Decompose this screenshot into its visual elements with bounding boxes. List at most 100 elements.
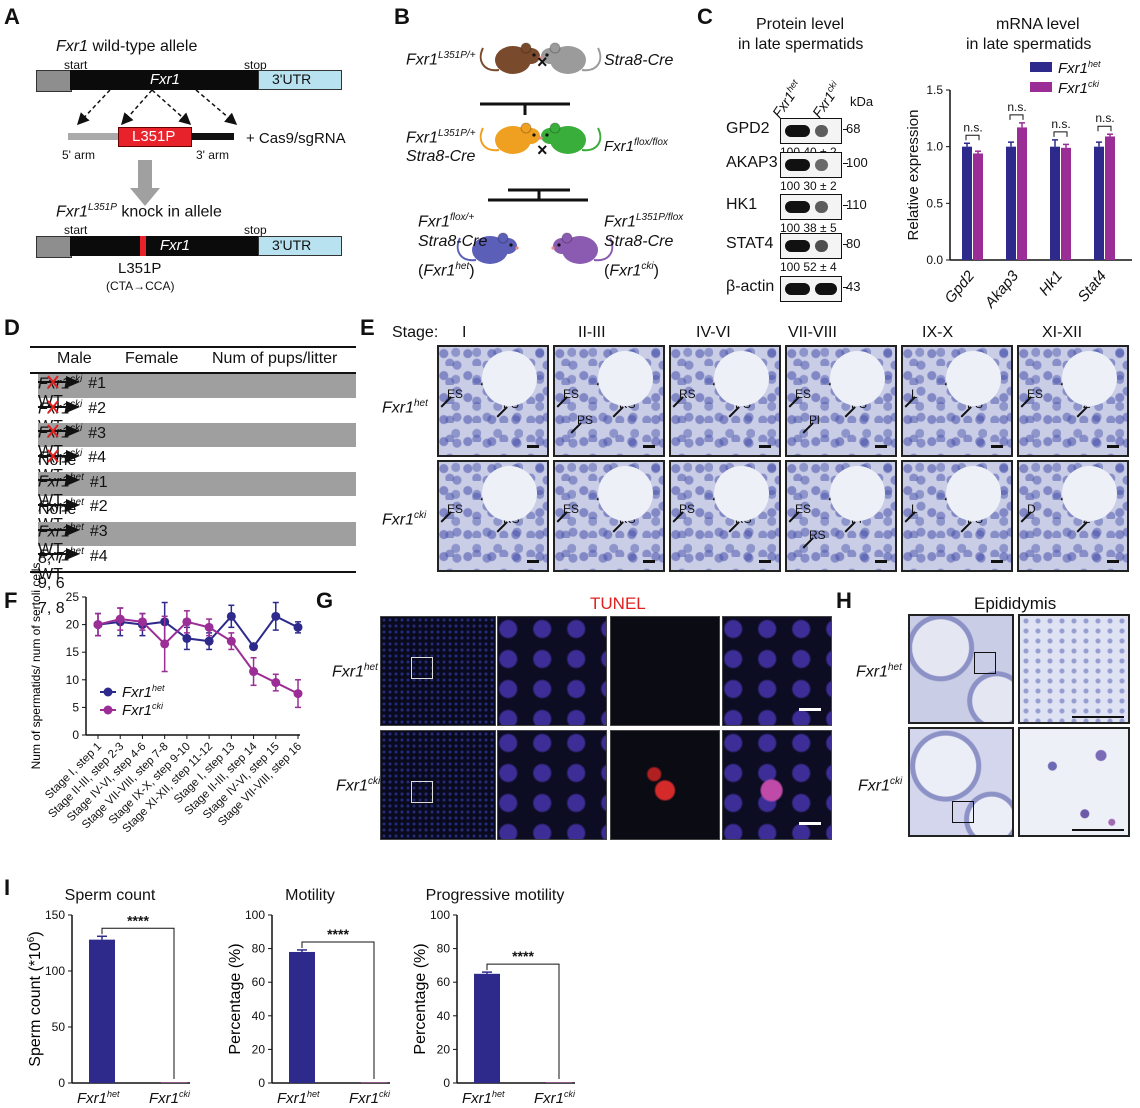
stage-name: II-III [578, 324, 606, 341]
table-bottom-rule [30, 571, 356, 573]
y-axis-label: Sperm count (*106) [26, 931, 44, 1066]
pups-per-litter: 9, 6 [38, 574, 65, 592]
panel-label-a: A [4, 4, 20, 29]
label-sup: cki [564, 1089, 576, 1099]
mating-arrow [38, 548, 80, 600]
histology-het-stage: RS ES PS Pl [785, 345, 897, 457]
stage-name: I [462, 324, 467, 341]
legend-marker [103, 705, 113, 715]
y-tick-label: 20 [66, 618, 80, 632]
significance-bracket [101, 927, 175, 1079]
x-tick-label: Gpd2 [941, 267, 978, 307]
female-genotype: WT [38, 565, 63, 583]
mating-arrow [38, 399, 80, 452]
label-main: Fxr1 [277, 1090, 307, 1107]
blot-membrane [780, 233, 842, 259]
male-number: #3 [89, 522, 108, 540]
mouse-ear [561, 232, 573, 244]
ki-5utr [36, 236, 72, 258]
cell-arrow [496, 521, 508, 533]
cell-arrow [570, 422, 582, 434]
label-sup: het [107, 1089, 120, 1099]
point-cki [249, 667, 259, 677]
mouse-nose [515, 246, 519, 250]
bar-cki [973, 153, 983, 260]
band-cki [815, 240, 829, 252]
stop-label-2: stop [244, 223, 267, 237]
epi-het-zoom [1018, 614, 1130, 724]
point-cki [271, 678, 281, 688]
l351p-cassette [118, 127, 192, 147]
mouse-ear [549, 122, 561, 134]
y-axis-label: Percentage (%) [412, 943, 429, 1054]
cell-arrow [1020, 396, 1032, 408]
cell-type-label: L [911, 502, 918, 516]
stage-name: XI-XII [1042, 324, 1083, 341]
panel-label-g: G [316, 588, 334, 613]
epi-cki-overview [908, 727, 1014, 837]
bar-het [289, 951, 315, 1083]
ki-gene-body [70, 236, 258, 256]
male-id: Fxr1cki#4 [38, 448, 356, 467]
blot-membrane [780, 152, 842, 178]
male-id: Fxr1cki#1 [38, 374, 356, 393]
table-row: Fxr1het#2WT8, 7 [38, 497, 356, 567]
protein-title-2: in late spermatids [738, 36, 864, 53]
mouse-green [539, 122, 602, 154]
blot-kda: 68 [846, 121, 861, 136]
cell-arrow [904, 396, 916, 408]
ki-allele-title: Fxr1L351P knock in allele [56, 202, 222, 221]
label-sup: cki [379, 1089, 391, 1099]
start-label-2: start [64, 223, 88, 237]
histology-cki-stage: PS ES RS [553, 460, 665, 572]
panel-label-i: I [4, 875, 11, 900]
header-male: Male [57, 350, 92, 367]
cell-type-label: RS [487, 365, 504, 379]
x-tick-label: Hk1 [1036, 268, 1066, 299]
y-axis-label: Percentage (%) [227, 943, 244, 1054]
blot-membrane [780, 194, 842, 220]
mouse-tail [479, 47, 500, 72]
cell-arrow [712, 489, 724, 501]
mrna-bar-chart: 0.0 0.5 1.0 1.5 Relative expression n.s. Gpd2 n… [905, 59, 1132, 312]
male-genotype: cki [70, 398, 83, 410]
offspring1-line1: Fxr1flox/+ [418, 212, 475, 231]
tunel-cki-image [722, 730, 832, 840]
label-sup: het [492, 1089, 505, 1099]
epi-row-cki: Fxr1cki [858, 776, 903, 795]
band-het [785, 201, 810, 213]
cell-arrow [788, 511, 800, 523]
mouse-ear [497, 232, 509, 244]
significance-label: n.s. [963, 120, 982, 134]
blot-membrane [780, 118, 842, 144]
legend-swatch [1030, 62, 1052, 72]
panel-label-d: D [4, 315, 20, 340]
parent1-genotype: Fxr1L351P/+ [406, 50, 476, 69]
pups-per-litter: 7, 8 [38, 599, 65, 617]
cell-type-label: PS [835, 480, 852, 494]
bar-cki [1061, 147, 1071, 260]
scale-bar [799, 822, 821, 825]
x-tick-label: Fxr1het [462, 1089, 505, 1107]
mouse-body [495, 46, 531, 74]
male-id: Fxr1cki#3 [38, 423, 356, 442]
blot-kda: 100 [846, 155, 868, 170]
bar-het [1094, 146, 1104, 260]
table-row: Fxr1het #4 WT 7, 8 [38, 546, 356, 617]
cell-arrow [802, 422, 814, 434]
male-genotype: cki [70, 423, 83, 435]
cell-type-label: ES [719, 365, 736, 379]
lane2-label: Fxr1cki [808, 79, 839, 121]
blot-target-label: β-actin [726, 278, 775, 295]
spermatid-ratio-line-chart: 0 5 10 15 20 25 Num of spermatids/ num of sert… [29, 563, 304, 836]
histology-het-stage: D ES Z [1017, 345, 1129, 457]
blot-kda: 80 [846, 236, 861, 251]
scale-bar [991, 560, 1003, 563]
mouse-tail [456, 237, 477, 262]
cell-type-label: L [911, 387, 918, 401]
cas9-label: + Cas9/sgRNA [246, 130, 346, 147]
male-id: Fxr1het #4 [38, 546, 356, 565]
label-main: Fxr1 [149, 1090, 179, 1107]
y-tick-label: 0 [443, 1076, 450, 1090]
